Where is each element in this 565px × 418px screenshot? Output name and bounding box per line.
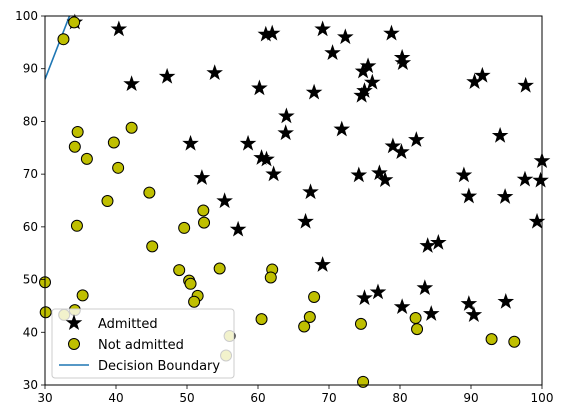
legend: Admitted Not admitted Decision Boundary	[52, 309, 234, 378]
not-admitted-point	[71, 220, 82, 231]
not-admitted-point	[198, 205, 209, 216]
not-admitted-point	[69, 17, 80, 28]
not-admitted-point	[179, 222, 190, 233]
not-admitted-point	[147, 241, 158, 252]
x-tick-label: 40	[108, 391, 123, 405]
not-admitted-point	[174, 265, 185, 276]
not-admitted-point	[509, 336, 520, 347]
not-admitted-point	[358, 376, 369, 387]
not-admitted-point	[126, 122, 137, 133]
legend-circle-marker	[69, 339, 80, 350]
y-tick-label: 100	[15, 9, 38, 23]
not-admitted-point	[265, 272, 276, 283]
legend-label-admitted: Admitted	[98, 317, 158, 332]
y-tick-label: 70	[23, 167, 38, 181]
not-admitted-point	[256, 314, 267, 325]
not-admitted-point	[113, 162, 124, 173]
not-admitted-point	[144, 187, 155, 198]
x-tick-label: 50	[179, 391, 194, 405]
not-admitted-point	[309, 291, 320, 302]
not-admitted-point	[72, 126, 83, 137]
not-admitted-point	[69, 141, 80, 152]
legend-label-decision-boundary: Decision Boundary	[98, 359, 220, 374]
not-admitted-point	[199, 217, 210, 228]
not-admitted-point	[412, 324, 423, 335]
not-admitted-point	[40, 307, 51, 318]
x-tick-label: 80	[392, 391, 407, 405]
y-tick-label: 40	[23, 325, 38, 339]
y-tick-label: 80	[23, 114, 38, 128]
not-admitted-point	[108, 137, 119, 148]
not-admitted-point	[355, 318, 366, 329]
not-admitted-point	[189, 296, 200, 307]
not-admitted-point	[299, 321, 310, 332]
not-admitted-point	[77, 290, 88, 301]
y-tick-label: 30	[23, 378, 38, 392]
legend-label-not-admitted: Not admitted	[98, 338, 184, 353]
x-tick-label: 30	[37, 391, 52, 405]
not-admitted-point	[185, 278, 196, 289]
not-admitted-point	[58, 34, 69, 45]
x-tick-label: 90	[463, 391, 478, 405]
x-tick-label: 60	[250, 391, 265, 405]
y-tick-label: 90	[23, 62, 38, 76]
y-tick-label: 60	[23, 220, 38, 234]
not-admitted-point	[214, 263, 225, 274]
x-tick-label: 100	[531, 391, 554, 405]
not-admitted-point	[102, 196, 113, 207]
not-admitted-point	[81, 153, 92, 164]
not-admitted-point	[486, 334, 497, 345]
x-tick-label: 70	[321, 391, 336, 405]
y-tick-label: 50	[23, 273, 38, 287]
not-admitted-point	[410, 313, 421, 324]
